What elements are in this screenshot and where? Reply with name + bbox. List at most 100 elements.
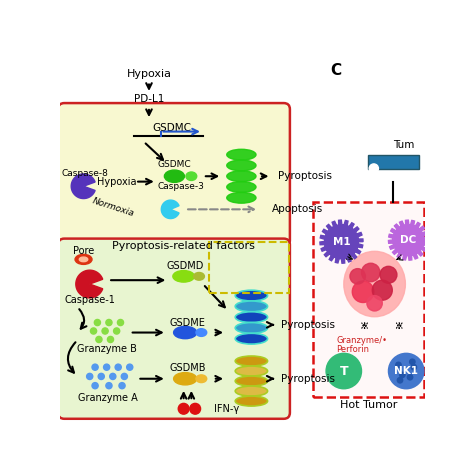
Text: Granzyme A: Granzyme A xyxy=(78,393,138,403)
Circle shape xyxy=(367,296,383,311)
Text: GSDMC: GSDMC xyxy=(153,123,191,133)
Ellipse shape xyxy=(164,170,184,182)
Polygon shape xyxy=(76,270,103,298)
Text: Hot Tumor: Hot Tumor xyxy=(340,400,397,410)
Polygon shape xyxy=(389,220,428,260)
Circle shape xyxy=(372,280,392,300)
Ellipse shape xyxy=(227,160,256,171)
Circle shape xyxy=(96,337,102,343)
Ellipse shape xyxy=(235,356,267,366)
Text: Hypoxia: Hypoxia xyxy=(97,177,137,187)
Text: Pore: Pore xyxy=(73,246,94,256)
Text: Normoxia: Normoxia xyxy=(91,196,135,218)
Text: Tum: Tum xyxy=(393,140,414,150)
Circle shape xyxy=(98,374,104,380)
Ellipse shape xyxy=(227,149,256,160)
Circle shape xyxy=(369,164,378,173)
Ellipse shape xyxy=(235,333,267,344)
Text: Hypoxia: Hypoxia xyxy=(127,69,172,79)
Ellipse shape xyxy=(235,322,267,333)
Circle shape xyxy=(109,374,116,380)
Circle shape xyxy=(103,364,109,370)
Circle shape xyxy=(102,328,108,334)
Text: GSDME: GSDME xyxy=(170,318,205,328)
Circle shape xyxy=(326,353,362,389)
Text: Pyroptosis: Pyroptosis xyxy=(282,320,336,330)
Ellipse shape xyxy=(235,290,267,301)
Circle shape xyxy=(115,364,121,370)
Ellipse shape xyxy=(235,396,267,406)
Circle shape xyxy=(178,403,189,414)
FancyBboxPatch shape xyxy=(58,103,290,246)
FancyBboxPatch shape xyxy=(313,201,424,397)
Text: Caspase-8: Caspase-8 xyxy=(62,169,109,178)
Ellipse shape xyxy=(75,255,92,264)
Circle shape xyxy=(352,281,374,302)
Text: Perforin: Perforin xyxy=(336,345,369,354)
Text: M1: M1 xyxy=(333,237,350,246)
Circle shape xyxy=(396,362,401,367)
Circle shape xyxy=(410,359,415,365)
Ellipse shape xyxy=(235,301,267,312)
Text: GSDMB: GSDMB xyxy=(169,363,206,373)
Circle shape xyxy=(411,365,417,370)
Polygon shape xyxy=(161,200,179,219)
Text: Pyroptosis-related factors: Pyroptosis-related factors xyxy=(112,241,255,251)
Ellipse shape xyxy=(196,375,207,383)
Circle shape xyxy=(114,328,120,334)
Text: NK1: NK1 xyxy=(394,366,418,376)
Text: Granzyme B: Granzyme B xyxy=(77,345,137,355)
Text: Pyroptosis: Pyroptosis xyxy=(282,374,336,384)
Ellipse shape xyxy=(173,327,197,339)
Text: Pyroptosis: Pyroptosis xyxy=(278,171,332,181)
Circle shape xyxy=(92,364,98,370)
Circle shape xyxy=(119,383,125,389)
Circle shape xyxy=(362,263,380,282)
Ellipse shape xyxy=(227,182,256,192)
Circle shape xyxy=(190,403,201,414)
Text: C: C xyxy=(330,63,342,78)
Text: T: T xyxy=(339,365,348,377)
FancyBboxPatch shape xyxy=(368,155,419,169)
Circle shape xyxy=(87,374,93,380)
Text: Caspase-1: Caspase-1 xyxy=(64,295,115,305)
Circle shape xyxy=(94,319,100,326)
Circle shape xyxy=(350,269,365,284)
Ellipse shape xyxy=(235,366,267,376)
Circle shape xyxy=(407,374,413,380)
Text: PD-L1: PD-L1 xyxy=(134,94,164,104)
Polygon shape xyxy=(320,220,363,263)
Circle shape xyxy=(108,337,114,343)
Ellipse shape xyxy=(227,192,256,203)
Text: GSDMC: GSDMC xyxy=(157,160,191,169)
Ellipse shape xyxy=(344,251,405,317)
Ellipse shape xyxy=(173,271,194,282)
Ellipse shape xyxy=(194,273,204,280)
Text: GSDMD: GSDMD xyxy=(166,261,204,271)
Ellipse shape xyxy=(235,312,267,322)
Ellipse shape xyxy=(227,171,256,182)
Circle shape xyxy=(106,383,112,389)
Circle shape xyxy=(121,374,128,380)
Circle shape xyxy=(397,378,403,383)
Circle shape xyxy=(91,328,97,334)
Text: Granzyme/•: Granzyme/• xyxy=(336,336,387,345)
Circle shape xyxy=(389,353,424,389)
Ellipse shape xyxy=(235,386,267,396)
FancyBboxPatch shape xyxy=(58,238,290,419)
Circle shape xyxy=(380,266,397,283)
Ellipse shape xyxy=(235,376,267,386)
Circle shape xyxy=(400,372,405,378)
Circle shape xyxy=(127,364,133,370)
Text: IFN-γ: IFN-γ xyxy=(214,404,240,414)
Ellipse shape xyxy=(79,257,88,262)
Polygon shape xyxy=(71,174,95,199)
Text: DC: DC xyxy=(401,235,417,245)
Ellipse shape xyxy=(186,172,197,181)
Text: Apoptosis: Apoptosis xyxy=(272,204,323,214)
Circle shape xyxy=(92,383,98,389)
Ellipse shape xyxy=(173,373,197,385)
Text: Caspase-3: Caspase-3 xyxy=(157,182,204,191)
Ellipse shape xyxy=(196,328,207,337)
Circle shape xyxy=(118,319,124,326)
